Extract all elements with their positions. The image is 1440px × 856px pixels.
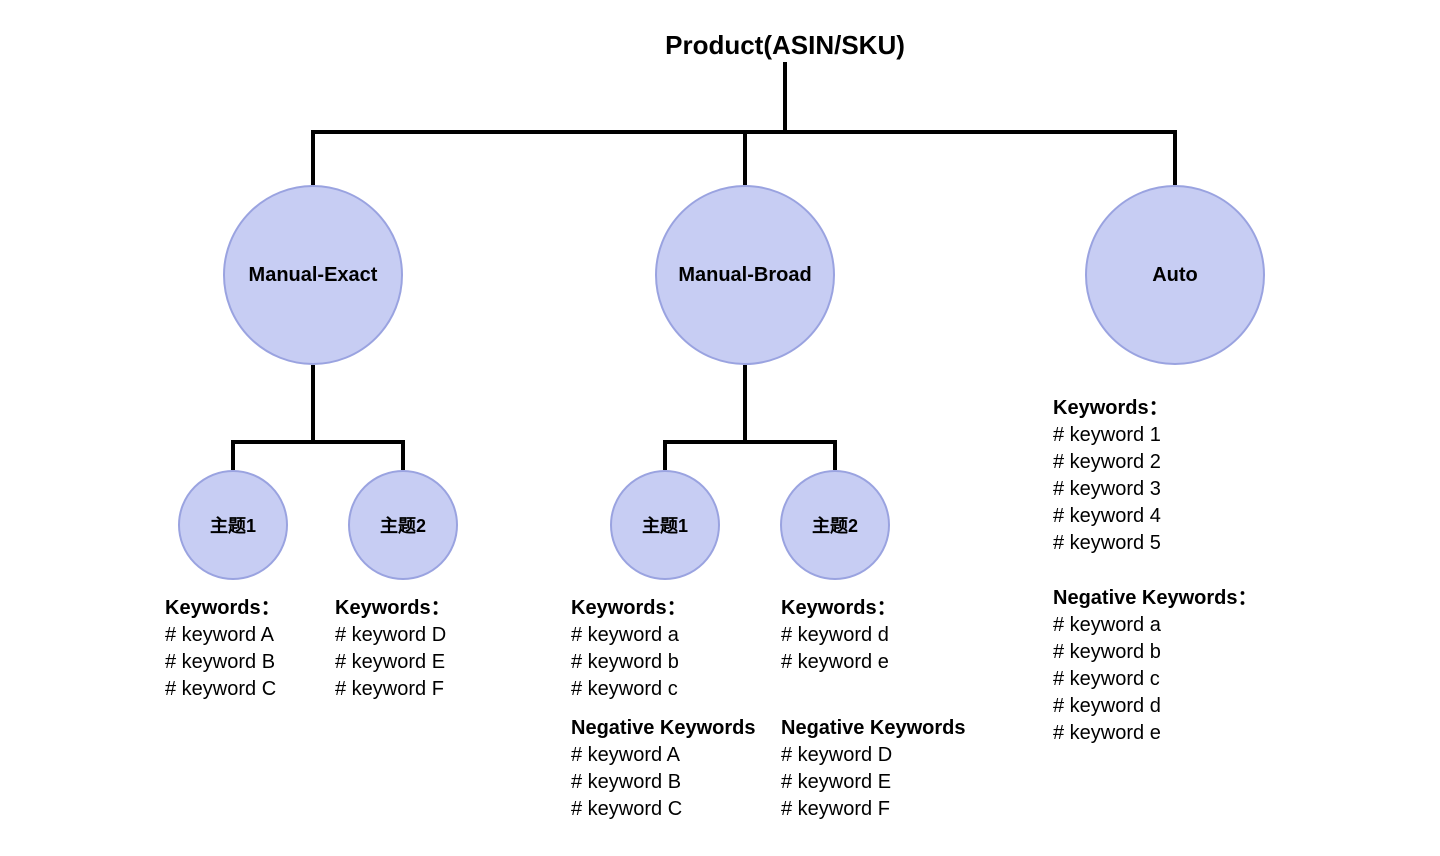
text-item: # keyword F (335, 676, 451, 703)
text-item: # keyword F (781, 796, 966, 823)
text-item: # keyword 4 (1053, 503, 1169, 530)
keywords-mb-topic1: Keywords：# keyword a# keyword b# keyword… (571, 595, 687, 703)
connector-me-horiz (231, 440, 405, 444)
text-item: # keyword C (165, 676, 281, 703)
text-item: # keyword 2 (1053, 449, 1169, 476)
text-heading: Negative Keywords (571, 715, 756, 742)
text-item: # keyword c (1053, 666, 1258, 693)
text-heading: Negative Keywords (781, 715, 966, 742)
node-me-topic2: 主题2 (348, 470, 458, 580)
diagram-canvas: Product(ASIN/SKU) Manual-Exact Manual-Br… (0, 0, 1440, 856)
connector-l1-drop-auto (1173, 130, 1177, 185)
keywords-auto: Keywords：# keyword 1# keyword 2# keyword… (1053, 395, 1169, 557)
node-manual-broad: Manual-Broad (655, 185, 835, 365)
text-item: # keyword A (571, 742, 756, 769)
keywords-me-topic2: Keywords：# keyword D# keyword E# keyword… (335, 595, 451, 703)
text-item: # keyword 1 (1053, 422, 1169, 449)
node-auto: Auto (1085, 185, 1265, 365)
connector-mb-vert (743, 365, 747, 440)
text-item: # keyword b (1053, 639, 1258, 666)
node-manual-exact: Manual-Exact (223, 185, 403, 365)
text-item: # keyword b (571, 649, 687, 676)
text-item: # keyword e (781, 649, 897, 676)
root-title: Product(ASIN/SKU) (665, 30, 905, 61)
text-item: # keyword E (781, 769, 966, 796)
text-item: # keyword d (781, 622, 897, 649)
connector-mb-drop2 (833, 440, 837, 470)
text-item: # keyword 3 (1053, 476, 1169, 503)
text-item: # keyword E (335, 649, 451, 676)
text-item: # keyword c (571, 676, 687, 703)
keywords-mb-topic2: Keywords：# keyword d# keyword e (781, 595, 897, 676)
connector-me-drop2 (401, 440, 405, 470)
connector-me-vert (311, 365, 315, 440)
text-heading: Keywords： (781, 595, 897, 622)
text-heading: Keywords： (571, 595, 687, 622)
connector-mb-drop1 (663, 440, 667, 470)
connector-root-vert (783, 62, 787, 130)
text-item: # keyword D (335, 622, 451, 649)
text-item: # keyword d (1053, 693, 1258, 720)
text-item: # keyword A (165, 622, 281, 649)
negative-keywords-mb-topic2: Negative Keywords# keyword D# keyword E#… (781, 715, 966, 823)
connector-l1-drop-manual-broad (743, 130, 747, 185)
connector-me-drop1 (231, 440, 235, 470)
text-item: # keyword a (1053, 612, 1258, 639)
negative-keywords-auto: Negative Keywords：# keyword a# keyword b… (1053, 585, 1258, 747)
text-item: # keyword C (571, 796, 756, 823)
text-heading: Keywords： (165, 595, 281, 622)
text-item: # keyword B (571, 769, 756, 796)
text-heading: Negative Keywords： (1053, 585, 1258, 612)
text-heading: Keywords： (1053, 395, 1169, 422)
node-me-topic1: 主题1 (178, 470, 288, 580)
connector-l1-drop-manual-exact (311, 130, 315, 185)
node-mb-topic2: 主题2 (780, 470, 890, 580)
text-item: # keyword a (571, 622, 687, 649)
text-item: # keyword e (1053, 720, 1258, 747)
text-item: # keyword 5 (1053, 530, 1169, 557)
text-item: # keyword B (165, 649, 281, 676)
negative-keywords-mb-topic1: Negative Keywords# keyword A# keyword B#… (571, 715, 756, 823)
node-mb-topic1: 主题1 (610, 470, 720, 580)
connector-mb-horiz (663, 440, 837, 444)
keywords-me-topic1: Keywords：# keyword A# keyword B# keyword… (165, 595, 281, 703)
text-heading: Keywords： (335, 595, 451, 622)
text-item: # keyword D (781, 742, 966, 769)
